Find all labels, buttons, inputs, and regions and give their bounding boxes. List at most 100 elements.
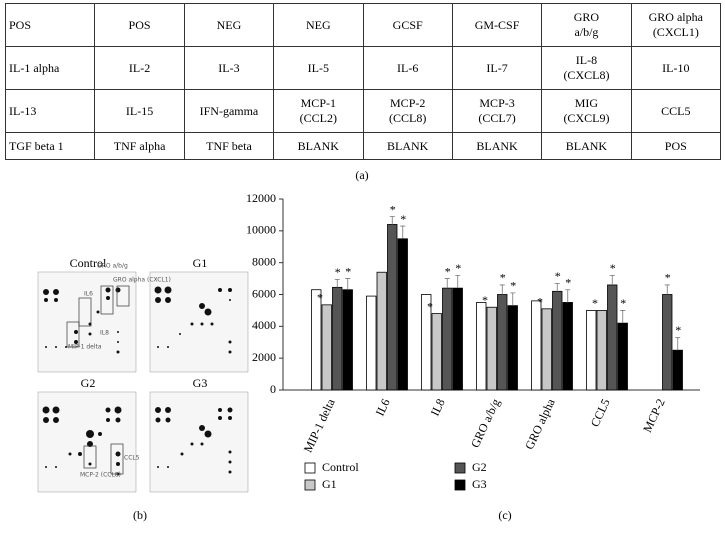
blot-spot xyxy=(155,297,161,303)
blot-spot xyxy=(164,286,172,294)
bar xyxy=(541,308,552,391)
blot-title: G2 xyxy=(81,376,96,390)
blot-spot xyxy=(87,441,93,447)
blot-spot xyxy=(210,322,214,326)
blot-spot xyxy=(190,442,194,446)
blot-spot xyxy=(115,287,121,293)
significance-mark: * xyxy=(427,299,433,313)
error-bar xyxy=(345,278,351,290)
blot-spot xyxy=(105,287,111,293)
blot-label: IL8 xyxy=(100,330,109,337)
blot-spot xyxy=(53,417,59,423)
bar xyxy=(421,294,432,391)
blot-title: Control xyxy=(70,256,107,270)
table-cell: GRO a/b/g xyxy=(541,3,632,47)
highlight-box xyxy=(110,443,124,475)
blot-spot xyxy=(204,430,212,438)
blot-spot xyxy=(199,425,205,431)
legend-swatch xyxy=(304,479,316,491)
bar xyxy=(476,302,487,391)
table-cell: BLANK xyxy=(362,132,453,160)
x-tick-label: CCL5 xyxy=(588,397,613,430)
blot-spot xyxy=(218,416,222,420)
blot-label: GRO a/b/g xyxy=(97,263,128,270)
blot-spot xyxy=(116,350,120,354)
bar xyxy=(452,287,463,391)
blot-spot xyxy=(165,297,171,303)
table-cell: CCL5 xyxy=(630,89,722,133)
blot-label: IL6 xyxy=(84,291,93,298)
blot-spot xyxy=(52,406,60,414)
array-map-table: POS POS NEG NEG GCSF GM-CSF GRO a/b/g GRO alpha… xyxy=(4,3,722,160)
table-cell: IL-6 xyxy=(362,46,453,90)
error-bar xyxy=(664,284,670,295)
bar xyxy=(507,305,518,391)
table-cell: IL-1 alpha xyxy=(4,46,96,90)
highlight-box xyxy=(78,297,92,327)
blot-image xyxy=(149,391,249,493)
significance-mark: * xyxy=(565,275,571,289)
blot-spot xyxy=(228,416,232,420)
blot-spot xyxy=(227,407,233,413)
blot-spot xyxy=(218,408,222,412)
blot-spot xyxy=(228,350,232,354)
bar xyxy=(486,306,497,391)
significance-mark: * xyxy=(665,271,671,285)
significance-mark: * xyxy=(445,264,451,278)
caption-c: (c) xyxy=(498,508,511,522)
blot-spot xyxy=(165,407,171,413)
blot-spot xyxy=(115,417,121,423)
bar xyxy=(617,322,628,391)
table-cell: BLANK xyxy=(451,132,543,160)
blot-spot xyxy=(55,346,57,348)
table-cell: BLANK xyxy=(273,132,364,160)
significance-mark: * xyxy=(675,323,681,337)
blot-spot xyxy=(44,298,48,302)
blot-label: CCL5 xyxy=(124,455,140,462)
significance-mark: * xyxy=(335,265,341,279)
table-cell: MIG (CXCL9) xyxy=(541,89,632,133)
blot-spot xyxy=(155,407,161,413)
table-row: POS POS NEG NEG GCSF GM-CSF GRO a/b/g GRO alpha… xyxy=(4,3,722,47)
significance-mark: * xyxy=(317,291,323,305)
table-cell: IFN-gamma xyxy=(183,89,275,133)
x-tick-label: IL6 xyxy=(373,397,393,419)
y-tick-label: 8000 xyxy=(252,254,276,268)
bar xyxy=(431,313,442,391)
table-row: TGF beta 1 TNF alpha TNF beta BLANK BLANK BLA… xyxy=(4,132,722,160)
bar xyxy=(442,287,453,391)
bar xyxy=(311,289,322,391)
significance-mark: * xyxy=(455,261,461,275)
table-cell: POS xyxy=(630,132,722,160)
blot-spot xyxy=(86,430,94,438)
bar xyxy=(376,271,387,391)
blot-spot xyxy=(68,452,72,456)
blot-spot xyxy=(96,310,100,314)
blot-spot xyxy=(114,406,122,414)
blot-image xyxy=(37,271,137,373)
blot-spot xyxy=(228,460,232,464)
error-bar xyxy=(334,278,340,288)
table-cell: NEG xyxy=(273,3,364,47)
blot-spot xyxy=(165,417,171,423)
bar xyxy=(397,238,408,391)
blot-spot xyxy=(88,462,92,466)
y-tick-label: 0 xyxy=(270,382,276,396)
blot-title: G3 xyxy=(193,376,208,390)
highlight-box xyxy=(116,285,130,307)
bar xyxy=(366,295,377,391)
blot-spot xyxy=(167,346,169,348)
bar xyxy=(321,304,332,391)
bar xyxy=(552,290,563,391)
blot-spot xyxy=(117,331,119,333)
table-cell: IL-15 xyxy=(94,89,185,133)
error-bar xyxy=(554,282,560,292)
significance-mark: * xyxy=(592,296,598,310)
blot-spot xyxy=(78,452,82,456)
significance-mark: * xyxy=(537,295,543,309)
x-tick-label: MIP-1 delta xyxy=(301,396,338,455)
y-tick-label: 6000 xyxy=(252,286,276,300)
x-tick-label: GRO a/b/g xyxy=(468,397,503,450)
error-bar xyxy=(400,225,406,239)
